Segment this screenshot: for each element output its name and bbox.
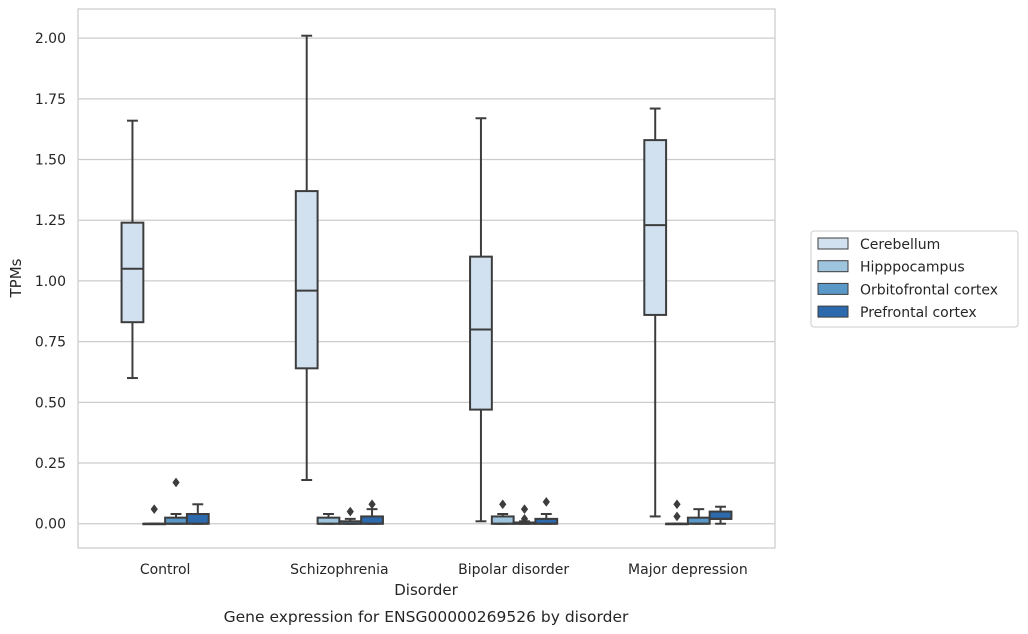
box-hipppocampus xyxy=(665,499,689,526)
box-hipppocampus xyxy=(490,499,515,525)
y-tick-label: 1.50 xyxy=(35,153,66,169)
y-tick-labels: 0.00 0.25 0.50 0.75 1.00 1.25 1.50 1.75 2.00 xyxy=(35,31,66,533)
box-prefrontal-cortex xyxy=(360,499,384,525)
legend-frame xyxy=(810,230,1019,328)
box-cerebellum xyxy=(294,34,319,482)
y-axis-label: TPMs xyxy=(7,258,25,298)
outlier-marker xyxy=(499,499,507,510)
box-prefrontal-cortex xyxy=(708,505,733,525)
box-orbitofrontal-cortex xyxy=(338,506,363,525)
box-body xyxy=(708,510,733,520)
y-tick-label: 0.75 xyxy=(35,335,66,351)
legend-label: Prefrontal cortex xyxy=(860,305,977,321)
boxes-layer xyxy=(120,34,733,526)
chart-caption: Gene expression for ENSG00000269526 by d… xyxy=(224,608,629,626)
box-hipppocampus xyxy=(316,513,341,525)
outlier-marker xyxy=(346,506,354,517)
plot-frame xyxy=(77,8,776,549)
x-tick-label: Schizophrenia xyxy=(290,562,388,578)
box-prefrontal-cortex xyxy=(534,496,559,525)
outlier-marker xyxy=(368,499,376,510)
box-body xyxy=(490,515,515,525)
box-cerebellum xyxy=(120,119,145,380)
outlier-marker xyxy=(542,496,550,507)
y-tick-label: 0.25 xyxy=(35,456,66,472)
box-body xyxy=(643,139,668,316)
outlier-marker xyxy=(520,513,529,524)
outlier-marker xyxy=(673,499,681,510)
box-body xyxy=(360,515,384,525)
outlier-marker xyxy=(150,504,158,515)
y-tick-label: 0.00 xyxy=(35,517,66,533)
x-tick-label: Control xyxy=(140,562,191,578)
grid-lines xyxy=(78,37,775,525)
y-tick-label: 1.25 xyxy=(35,213,66,229)
box-body xyxy=(120,221,145,324)
y-tick-label: 2.00 xyxy=(35,31,66,47)
y-tick-label: 0.50 xyxy=(35,395,66,411)
y-tick-label: 1.75 xyxy=(35,92,66,108)
box-cerebellum xyxy=(643,107,668,518)
x-axis-label: Disorder xyxy=(394,581,458,599)
legend-label: Orbitofrontal cortex xyxy=(860,282,998,298)
outlier-marker xyxy=(520,504,529,515)
box-body xyxy=(185,513,210,525)
box-orbitofrontal-cortex xyxy=(512,504,537,525)
box-hipppocampus xyxy=(142,504,167,526)
box-cerebellum xyxy=(469,117,493,523)
legend-swatch xyxy=(817,237,849,250)
outlier-marker xyxy=(673,511,681,522)
box-orbitofrontal-cortex xyxy=(164,477,188,525)
x-tick-label: Bipolar disorder xyxy=(458,562,569,578)
x-tick-labels: Control Schizophrenia Bipolar disorder Majo… xyxy=(140,562,748,578)
legend-swatch xyxy=(817,305,849,318)
box-body xyxy=(469,255,493,411)
box-orbitofrontal-cortex xyxy=(686,508,711,525)
legend-label: Hipppocampus xyxy=(860,260,965,276)
x-tick-label: Major depression xyxy=(628,562,748,578)
box-body xyxy=(294,190,319,370)
legend: Cerebellum Hipppocampus Orbitofrontal cort… xyxy=(810,230,1019,328)
legend-swatch xyxy=(817,282,849,295)
legend-label: Cerebellum xyxy=(860,237,940,253)
outlier-marker xyxy=(172,477,180,488)
box-prefrontal-cortex xyxy=(185,503,210,525)
legend-swatch xyxy=(817,260,849,273)
y-tick-label: 1.00 xyxy=(35,274,66,290)
